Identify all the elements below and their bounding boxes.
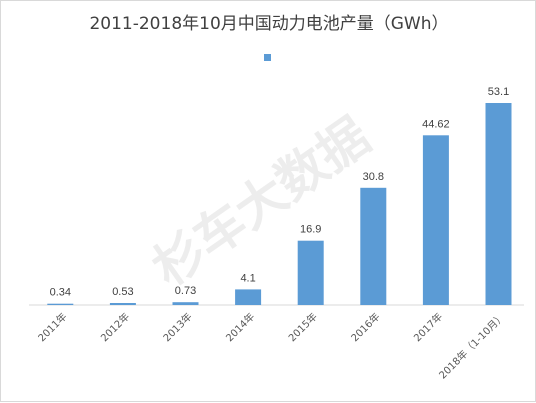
data-labels-group: 0.34 0.53 0.73 4.1 16.9 30.8 44.62 53.1: [50, 86, 510, 299]
data-label: 53.1: [488, 86, 509, 98]
watermark: 杉车大数据: [142, 107, 380, 298]
data-label: 0.73: [175, 285, 196, 297]
x-tick-label: 2015年: [286, 310, 320, 344]
bar: [422, 135, 449, 305]
bar: [172, 302, 199, 305]
bar: [485, 103, 512, 305]
data-label: 0.34: [50, 287, 71, 299]
chart-title: 2011-2018年10月中国动力电池产量（GWh）: [89, 14, 448, 34]
data-label: 16.9: [300, 224, 321, 236]
x-tick-label: 2014年: [223, 310, 257, 344]
bar: [47, 303, 74, 305]
x-tick-label: 2017年: [411, 310, 445, 344]
x-tick-labels-group: 2011年 2012年 2013年 2014年 2015年 2016年 2017年2018年…: [35, 310, 507, 382]
data-label: 30.8: [363, 171, 384, 183]
data-label: 44.62: [422, 118, 450, 130]
legend-swatch: [264, 54, 271, 61]
bar: [235, 289, 262, 305]
bar: [360, 187, 387, 305]
bar: [297, 240, 324, 305]
data-label: 4.1: [240, 272, 255, 284]
x-tick-label: 2013年: [160, 310, 194, 344]
x-tick-label: 2011年: [35, 310, 69, 344]
bar: [109, 303, 136, 305]
x-tick-label: 2018年（1-10月）: [436, 310, 508, 382]
x-tick-label: 2012年: [98, 310, 132, 344]
bars-group: [47, 103, 512, 305]
data-label: 0.53: [112, 286, 133, 298]
x-tick-label: 2016年: [348, 310, 382, 344]
